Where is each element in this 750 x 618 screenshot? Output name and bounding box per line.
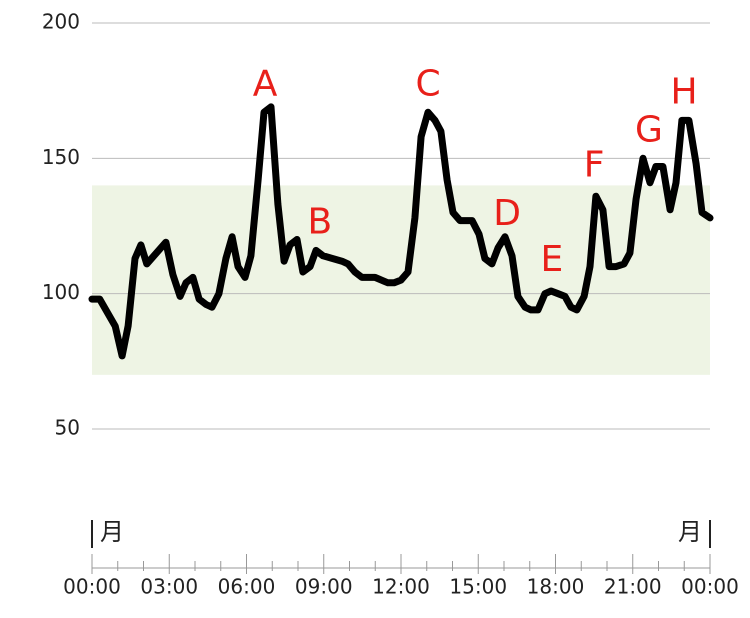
annotation: A	[253, 63, 278, 104]
y-tick-label: 150	[42, 145, 80, 169]
x-tick-label: 21:00	[604, 575, 662, 599]
glucose-line	[88, 103, 714, 360]
annotation: E	[541, 239, 564, 280]
annotation: F	[584, 144, 605, 185]
y-tick-label: 200	[42, 10, 80, 34]
x-tick-label: 09:00	[295, 575, 353, 599]
x-tick-label: 18:00	[527, 575, 585, 599]
annotation: C	[415, 63, 440, 104]
annotation: D	[493, 193, 521, 234]
day-label: 月	[678, 518, 702, 546]
x-tick-label: 03:00	[140, 575, 198, 599]
day-label: 月	[100, 518, 124, 546]
x-tick-label: 12:00	[372, 575, 430, 599]
annotation: H	[670, 71, 697, 112]
annotation: B	[308, 201, 333, 242]
annotation: G	[635, 109, 663, 150]
y-tick-label: 100	[42, 280, 80, 304]
y-tick-label: 50	[55, 416, 80, 440]
x-tick-label: 00:00	[63, 575, 121, 599]
x-tick-label: 15:00	[449, 575, 507, 599]
x-tick-label: 06:00	[218, 575, 276, 599]
x-tick-label: 00:00	[681, 575, 739, 599]
